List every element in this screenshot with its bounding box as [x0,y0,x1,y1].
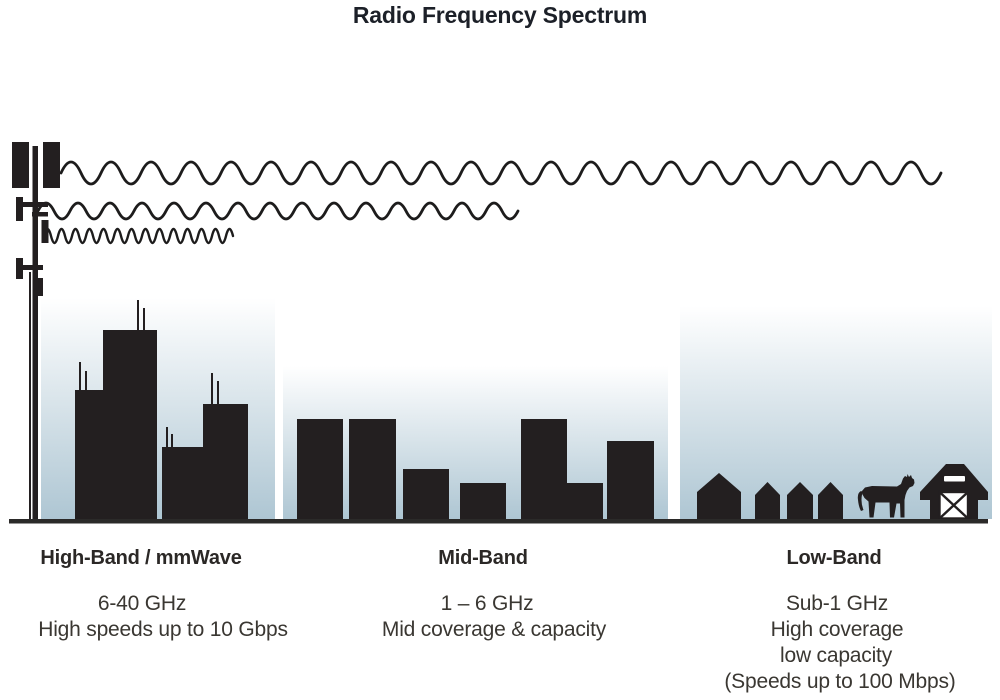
band-heading-high: High-Band / mmWave [40,547,242,569]
band-desc-line: Mid coverage & capacity [381,618,607,641]
barn-icon [920,464,988,520]
cell-tower-icon [12,142,60,519]
band-desc-line: (Speeds up to 100 Mbps) [724,670,956,693]
low-band-wave-icon [59,160,943,186]
band-desc-line: High speeds up to 10 Gbps [38,618,288,641]
town-buildings-icon [297,419,654,519]
barn-loft-vent [944,476,965,482]
band-desc-line: low capacity [780,644,892,667]
radio-waves [36,160,943,245]
ground-line [9,519,988,524]
band-desc-line: Sub-1 GHz [785,592,889,615]
band-heading-mid: Mid-Band [438,547,528,569]
band-desc-line: 6-40 GHz [97,592,187,615]
page-title: Radio Frequency Spectrum [352,2,648,28]
city-skyline-icon [75,300,248,519]
cow-icon [857,474,915,518]
band-desc-line: High coverage [770,618,904,641]
band-heading-low: Low-Band [786,547,882,569]
band-desc-line: 1 – 6 GHz [440,592,534,615]
mid-band-wave-icon [36,201,520,221]
barn-door [938,490,970,520]
rural-houses-icon [697,473,843,519]
high-band-wave-icon [42,227,235,245]
